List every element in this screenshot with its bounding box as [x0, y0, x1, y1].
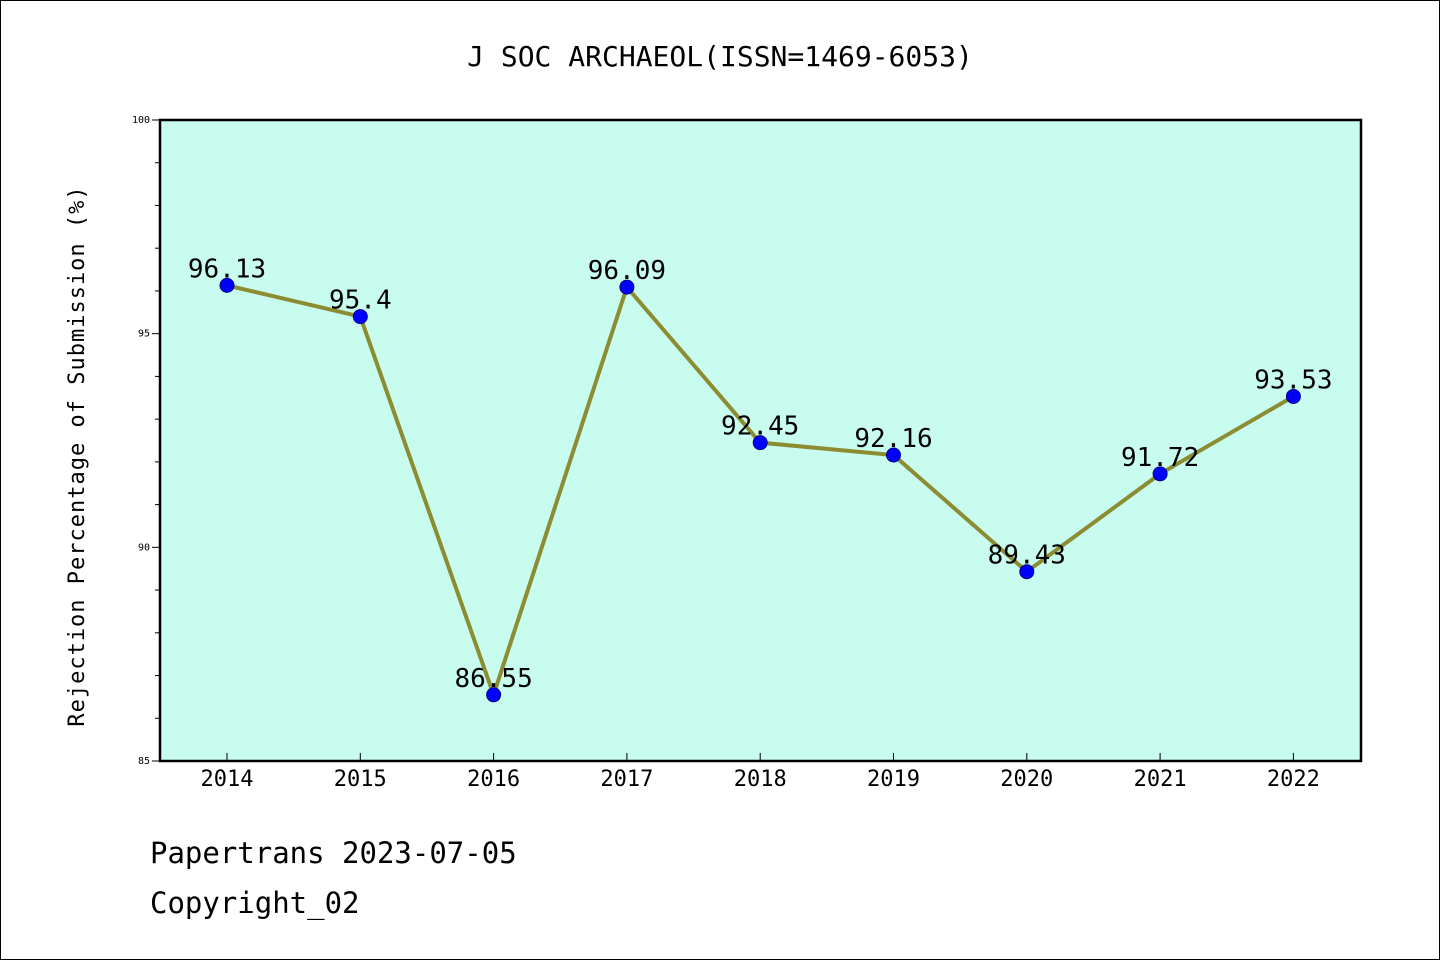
x-tick-label: 2014	[201, 767, 254, 792]
x-tick-label: 2021	[1134, 767, 1187, 792]
x-tick-label: 2018	[734, 767, 787, 792]
y-tick-label: 85	[138, 756, 150, 767]
y-tick-label: 95	[138, 329, 150, 340]
x-axis: 2014 2015 2016 2017 2018 2019 2020 2021 2022	[201, 753, 1320, 792]
data-point-marker	[486, 687, 502, 703]
data-value-label: 92.16	[854, 424, 932, 454]
data-labels: 96.13 95.4 86.55 96.09 92.45 92.16 89.43 91.72 9…	[188, 254, 1333, 693]
data-point-marker	[1019, 564, 1035, 580]
data-point-marker	[219, 277, 235, 293]
data-point-marker	[1285, 388, 1301, 404]
footer-date: Papertrans 2023-07-05	[150, 836, 517, 870]
data-value-label: 96.09	[588, 256, 666, 286]
data-value-label: 89.43	[988, 541, 1066, 571]
y-axis: 85 90 95 100	[132, 115, 160, 767]
x-tick-label: 2017	[600, 767, 653, 792]
data-value-label: 92.45	[721, 412, 799, 442]
footer-copyright: Copyright_02	[150, 886, 360, 920]
data-value-label: 86.55	[454, 664, 532, 694]
data-value-label: 91.72	[1121, 443, 1199, 473]
x-tick-label: 2019	[867, 767, 920, 792]
data-point-marker	[752, 435, 768, 451]
data-value-label: 93.53	[1254, 365, 1332, 395]
plot-border	[158, 118, 1363, 763]
data-point-marker	[352, 309, 368, 325]
data-value-label: 96.13	[188, 254, 266, 284]
x-tick-label: 2020	[1000, 767, 1053, 792]
data-point-marker	[619, 279, 635, 295]
y-axis-label: Rejection Percentage of Submission (%)	[65, 185, 90, 726]
x-tick-label: 2015	[334, 767, 387, 792]
y-tick-label: 90	[138, 542, 150, 553]
y-tick-label: 100	[132, 115, 150, 126]
chart-title: J SOC ARCHAEOL(ISSN=1469-6053)	[467, 40, 973, 73]
x-tick-label: 2022	[1267, 767, 1320, 792]
series-markers	[219, 277, 1301, 703]
data-point-marker	[886, 447, 901, 463]
data-point-marker	[1152, 466, 1168, 482]
x-tick-label: 2016	[467, 767, 520, 792]
data-value-label: 95.4	[329, 286, 392, 316]
